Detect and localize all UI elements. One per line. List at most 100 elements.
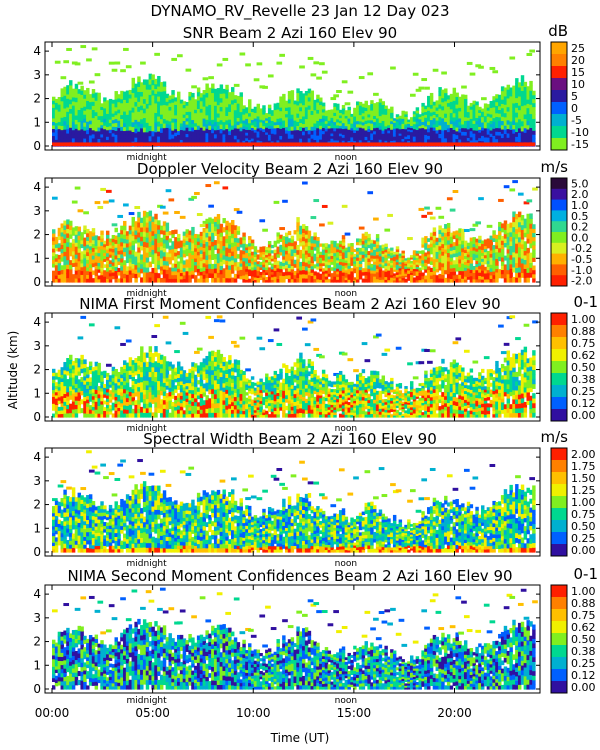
- field-cell: [307, 241, 312, 246]
- field-cell: [489, 239, 493, 244]
- field-cell: [265, 122, 269, 126]
- field-speckle: [120, 69, 126, 73]
- field-cell: [179, 129, 184, 134]
- field-cell: [117, 232, 121, 237]
- field-cell: [344, 112, 349, 116]
- field-cell: [208, 108, 212, 114]
- field-cell: [478, 115, 482, 119]
- field-cell: [279, 107, 283, 112]
- field-cell: [242, 125, 246, 130]
- field-cell: [373, 279, 377, 283]
- field-cell: [517, 100, 522, 106]
- field-cell: [409, 268, 414, 272]
- field-speckle: [253, 78, 260, 82]
- field-cell: [123, 114, 127, 120]
- field-cell: [196, 237, 201, 242]
- field-cell: [131, 77, 135, 84]
- field-cell: [475, 247, 479, 252]
- field-cell: [177, 134, 181, 139]
- field-cell: [299, 98, 303, 104]
- field-cell: [103, 255, 107, 260]
- field-cell: [381, 129, 386, 134]
- field-cell: [486, 125, 491, 129]
- midnight-marker: midnight: [127, 153, 168, 163]
- field-cell: [321, 118, 326, 122]
- field-cell: [370, 123, 374, 127]
- field-cell: [512, 133, 516, 138]
- field-cell: [63, 273, 67, 279]
- field-cell: [71, 372, 76, 378]
- field-cell: [415, 123, 420, 128]
- field-cell: [100, 234, 104, 239]
- colorbar-label: -10: [571, 126, 589, 139]
- field-cell: [131, 102, 135, 108]
- field-cell: [523, 250, 528, 256]
- field-cell: [60, 88, 64, 94]
- field-cell: [307, 237, 312, 243]
- field-cell: [415, 107, 420, 111]
- field-speckle: [174, 210, 180, 214]
- field-cell: [347, 106, 351, 111]
- field-cell: [202, 102, 207, 107]
- field-cell: [498, 251, 502, 257]
- field-cell: [489, 110, 493, 115]
- field-cell: [444, 232, 448, 238]
- field-cell: [270, 250, 275, 254]
- field-cell: [123, 138, 127, 143]
- colorbar-label: -0.2: [571, 242, 592, 255]
- field-cell: [384, 276, 388, 280]
- field-speckle: [384, 228, 391, 232]
- field-cell: [483, 242, 488, 247]
- field-cell: [60, 117, 64, 122]
- field-cell: [478, 106, 482, 111]
- field-cell: [307, 248, 312, 254]
- field-speckle: [267, 74, 274, 78]
- field-cell: [338, 270, 343, 274]
- field-cell: [415, 126, 420, 131]
- field-cell: [69, 225, 73, 231]
- field-cell: [168, 245, 172, 250]
- field-cell: [398, 259, 403, 263]
- colorbar-unit: m/s: [541, 158, 569, 176]
- field-cell: [290, 138, 295, 143]
- field-cell: [427, 95, 431, 101]
- field-cell: [66, 264, 70, 270]
- field-cell: [472, 107, 476, 112]
- field-cell: [475, 263, 479, 268]
- field-cell: [74, 362, 79, 368]
- field-cell: [131, 97, 135, 103]
- field-cell: [472, 237, 476, 241]
- field-cell: [177, 114, 181, 120]
- field-cell: [182, 139, 187, 144]
- field-cell: [509, 87, 513, 93]
- field-cell: [83, 253, 87, 259]
- field-cell: [208, 263, 212, 269]
- field-cell: [117, 94, 121, 99]
- field-cell: [80, 137, 84, 143]
- field-cell: [151, 135, 155, 142]
- field-cell: [162, 260, 167, 266]
- field-cell: [245, 249, 249, 253]
- field-cell: [327, 261, 332, 266]
- field-cell: [199, 249, 204, 254]
- field-cell: [333, 118, 337, 123]
- field-cell: [424, 245, 428, 250]
- field-cell: [120, 257, 124, 263]
- field-cell: [259, 266, 263, 271]
- field-cell: [341, 128, 346, 132]
- field-cell: [401, 120, 405, 124]
- field-cell: [384, 122, 388, 127]
- field-cell: [415, 266, 420, 270]
- field-cell: [188, 99, 192, 105]
- field-cell: [162, 113, 167, 119]
- field-cell: [347, 131, 351, 136]
- field-cell: [404, 270, 408, 273]
- field-cell: [213, 125, 218, 131]
- field-cell: [91, 247, 96, 252]
- field-cell: [293, 241, 297, 246]
- field-cell: [313, 119, 317, 124]
- field-speckle: [407, 237, 413, 241]
- field-cell: [174, 244, 178, 249]
- field-cell: [475, 278, 479, 283]
- field-cell: [412, 133, 417, 137]
